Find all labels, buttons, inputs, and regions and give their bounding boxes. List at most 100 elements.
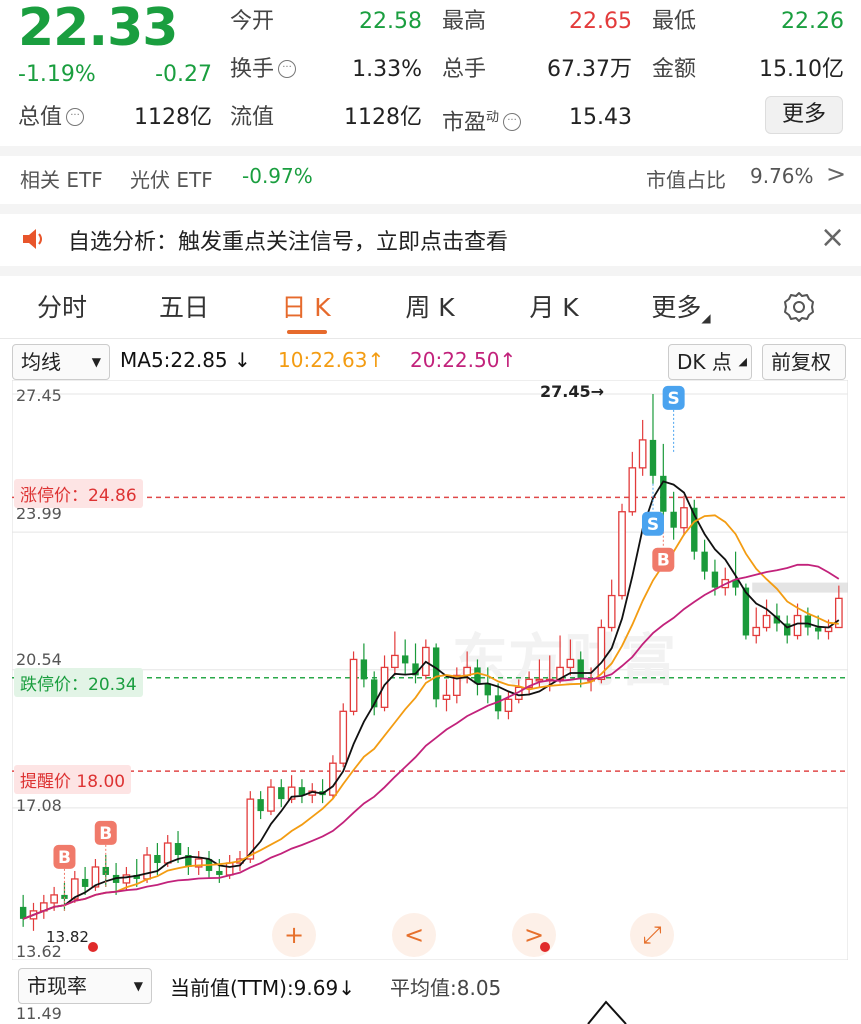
tab-weekly-k[interactable]: 周 K	[405, 293, 455, 322]
candle-body	[597, 626, 606, 681]
candle-body	[360, 659, 368, 680]
etf-name[interactable]: 光伏 ETF	[130, 168, 213, 192]
low-label: 最低	[652, 9, 697, 34]
candle-body	[504, 698, 513, 712]
scroll-left-button[interactable]: <	[392, 913, 436, 957]
signal-letter: B	[657, 551, 670, 571]
float-cap-value: 1128亿	[344, 105, 422, 130]
divider	[0, 266, 861, 276]
candle-body	[711, 571, 719, 588]
candle-body	[225, 862, 234, 876]
etf-label: 相关 ETF	[20, 168, 103, 192]
candle-body	[442, 694, 451, 700]
candle-body	[91, 866, 100, 888]
active-tab-indicator	[287, 330, 327, 334]
candle-body	[691, 507, 698, 552]
ma-lines	[22, 480, 840, 920]
candle-body	[566, 658, 575, 669]
candle-body	[174, 843, 182, 855]
zoom-in-button[interactable]: +	[272, 913, 316, 957]
more-button[interactable]: 更多	[765, 96, 843, 134]
ma20-line	[22, 563, 840, 920]
pe-label[interactable]: 市盈动 ···	[442, 104, 522, 137]
reference-lines	[12, 496, 848, 772]
candle-body	[122, 874, 131, 884]
candle-body	[732, 579, 739, 588]
new-dot-badge	[540, 942, 550, 952]
ma-select[interactable]: 均线 ▼	[12, 344, 110, 380]
candle-body	[339, 710, 348, 764]
signal-letter: S	[647, 515, 659, 535]
candle-body	[814, 627, 822, 632]
low-value: 22.26	[781, 9, 844, 34]
y-tick-top: 27.45	[16, 386, 62, 405]
candle-body	[638, 439, 647, 469]
open-value: 22.58	[359, 9, 422, 34]
signal-badge	[652, 547, 675, 572]
indicator-line	[587, 1000, 627, 1024]
high-value: 22.65	[569, 9, 632, 34]
adjust-select[interactable]: 前复权	[762, 344, 846, 380]
candle-body	[50, 894, 58, 904]
more-info-icon[interactable]: ···	[503, 113, 522, 132]
limit-up-tag: 涨停价：24.86	[14, 479, 143, 508]
y-tick-4: 17.08	[16, 796, 62, 815]
scroll-right-button[interactable]: >	[512, 913, 556, 957]
low-marker: 13.82	[46, 928, 89, 946]
candle-body	[660, 475, 667, 512]
tab-daily-k[interactable]: 日 K	[281, 293, 331, 322]
more-info-icon[interactable]: ···	[66, 108, 85, 126]
candle-body	[793, 614, 802, 637]
ma5-line	[22, 480, 840, 920]
etf-change: -0.97%	[242, 164, 313, 188]
turnover-label[interactable]: 换手 ···	[230, 56, 297, 84]
candle-body	[371, 679, 378, 708]
y-tick-bottom: 13.62	[16, 942, 62, 961]
y-tick-2: 23.99	[16, 504, 62, 523]
candle-body	[762, 614, 771, 629]
indicator-current: 当前值(TTM):9.69↓	[170, 976, 355, 1000]
high-label: 最高	[442, 9, 487, 34]
candle-body	[391, 654, 399, 669]
candle-body	[287, 786, 296, 800]
candle-body	[257, 799, 264, 812]
candle-body	[185, 854, 192, 867]
fullscreen-button[interactable]: ⤢	[630, 913, 674, 957]
candle-body	[680, 507, 688, 529]
y-tick-3: 20.54	[16, 650, 62, 669]
range-band	[752, 582, 848, 593]
candle-body	[81, 878, 89, 887]
chevron-right-icon[interactable]: >	[826, 160, 847, 188]
gear-icon[interactable]	[782, 290, 816, 324]
tab-more[interactable]: 更多◢	[651, 293, 711, 325]
volume-label: 总手	[442, 57, 487, 82]
candle-body	[329, 762, 337, 796]
candle-body	[412, 663, 419, 676]
candle-body	[607, 594, 616, 629]
candle-body	[773, 615, 781, 624]
indicator-select[interactable]: 市现率 ▼	[18, 968, 152, 1004]
tab-monthly-k[interactable]: 月 K	[529, 293, 579, 322]
more-info-icon[interactable]: ···	[278, 60, 297, 78]
signal-letter: B	[58, 848, 71, 868]
close-icon[interactable]: ×	[820, 220, 846, 255]
candle-body	[246, 798, 255, 860]
notice-text[interactable]: 自选分析：触发重点关注信号，立即点击查看	[68, 230, 509, 255]
chart-grid	[12, 393, 848, 809]
candle-body	[628, 467, 637, 513]
signal-badge	[641, 511, 664, 536]
tab-five-day[interactable]: 五日	[158, 293, 209, 322]
divider	[0, 204, 861, 214]
candle-body	[380, 666, 389, 708]
dk-point-select[interactable]: DK 点 ◢	[668, 344, 752, 380]
indicator-average: 平均值:8.05	[390, 976, 502, 1000]
alert-price-tag[interactable]: 提醒价 18.00	[14, 765, 132, 794]
candle-body	[494, 695, 502, 712]
candle-body	[784, 623, 791, 636]
tab-intraday[interactable]: 分时	[36, 293, 87, 322]
high-marker: 27.45→	[540, 382, 605, 401]
candle-body	[349, 658, 358, 712]
marker-dot	[88, 942, 98, 952]
market-cap-label[interactable]: 总值 ···	[18, 104, 85, 132]
